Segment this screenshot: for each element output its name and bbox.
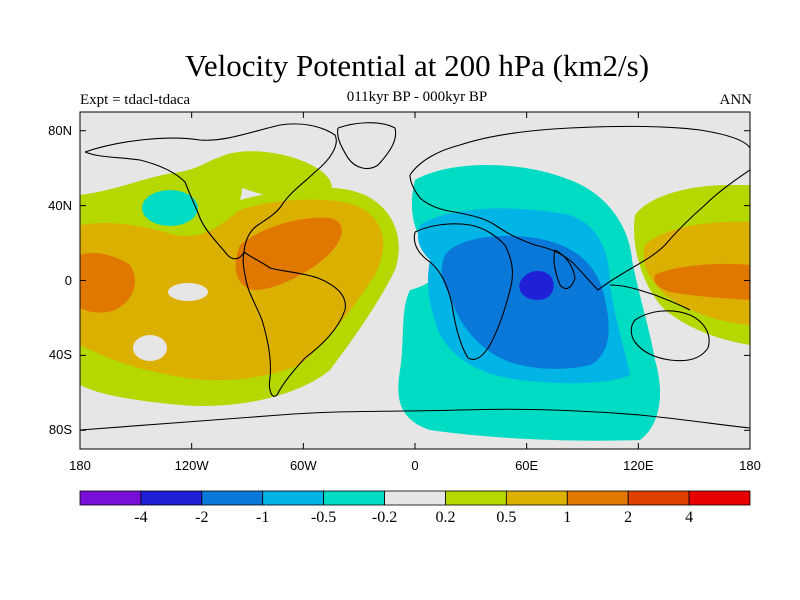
chart-title: Velocity Potential at 200 hPa (km2/s) [184,48,650,83]
x-tick-label: 180 [739,458,761,473]
colorbar-level-label: -4 [134,509,148,526]
contour-fill-layer [80,151,750,441]
contour-negative-2 [519,270,554,300]
colorbar-level-label: 0.5 [496,509,517,526]
colorbar-level-label: 2 [624,509,633,526]
colorbar-level-label: 4 [685,509,694,526]
colorbar-level-label: -2 [195,509,209,526]
contour-zero-spac-hole [133,335,167,361]
contour-positive-1 [80,253,135,313]
colorbar-level-label: 1 [563,509,572,526]
x-tick-label: 0 [411,458,419,473]
colorbar-level-label: 0.2 [435,509,456,526]
colorbar-level-label: -0.2 [371,509,398,526]
x-tick-label: 120W [174,458,209,473]
x-tick-label: 60W [289,458,317,473]
y-tick-label: 0 [64,272,72,288]
y-tick-label: 80S [48,422,72,438]
contour-negative-npac [142,190,198,226]
y-tick-label: 80N [48,122,72,138]
x-tick-label: 60E [515,458,539,473]
x-tick-label: 120E [623,458,654,473]
y-tick-label: 40N [48,197,72,213]
x-tick-label: 180 [69,458,91,473]
coastlines [80,122,750,431]
experiment-label: Expt = tdacl-tdaca [80,92,191,108]
chart-subtitle: 011kyr BP - 000kyr BP [346,89,488,105]
contour-positive-1-atlantic [235,217,342,290]
contour-zero-pac-hole [168,283,208,301]
axis-ticks [79,112,751,449]
contour-negative-1 [441,235,609,369]
contour-positive-0.2-north [215,151,332,200]
contour-positive-wpac-1 [654,263,750,300]
colorbar-level-label: -0.5 [310,509,337,526]
season-label: ANN [719,92,753,108]
colorbar-level-label: -1 [256,509,270,526]
y-tick-label: 40S [48,347,72,363]
